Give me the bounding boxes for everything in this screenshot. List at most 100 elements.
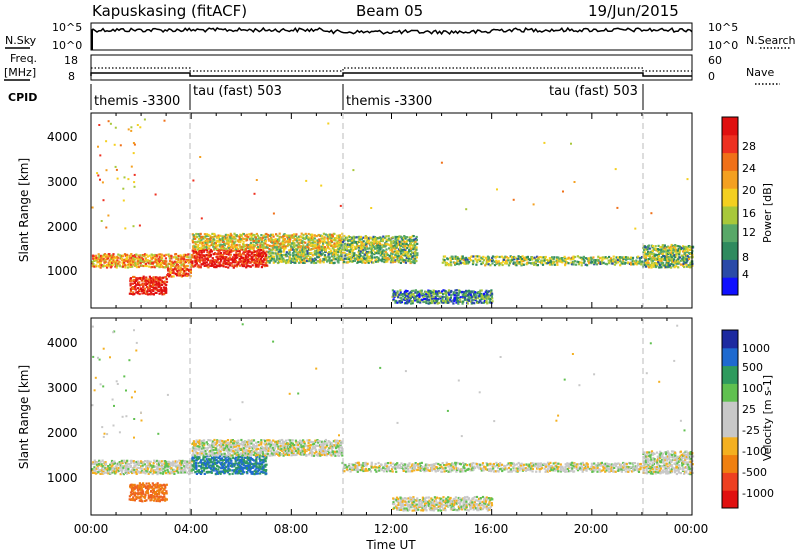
heatmap-cell [191, 265, 194, 268]
heatmap-cell [219, 234, 222, 237]
heatmap-cell [110, 257, 113, 260]
heatmap-cell [377, 250, 381, 253]
heatmap-cell [181, 471, 185, 474]
heatmap-cell [400, 293, 403, 296]
heatmap-cell [511, 259, 514, 262]
heatmap-cell [173, 256, 176, 259]
heatmap-cell [521, 257, 524, 261]
heatmap-cell [335, 237, 338, 240]
heatmap-cell [158, 261, 161, 264]
heatmap-cell [138, 484, 141, 487]
heatmap-cell [112, 257, 115, 260]
heatmap-cell [235, 466, 238, 469]
heatmap-cell [180, 466, 183, 469]
heatmap-cell [167, 275, 171, 278]
heatmap-cell [465, 256, 468, 259]
heatmap-cell [247, 253, 250, 257]
heatmap-cell [93, 259, 96, 262]
heatmap-cell [148, 287, 151, 290]
heatmap-cell [145, 499, 148, 502]
heatmap-cell [221, 237, 224, 240]
heatmap-cell [411, 289, 414, 293]
heatmap-cell [158, 486, 161, 489]
heatmap-cell [214, 246, 217, 249]
heatmap-cell [133, 185, 136, 188]
heatmap-cell [218, 466, 221, 469]
heatmap-cell [239, 238, 243, 241]
heatmap-cell [226, 470, 229, 473]
heatmap-cell [93, 471, 96, 474]
heatmap-cell [397, 261, 400, 264]
heatmap-cell [676, 249, 680, 252]
heatmap-cell [126, 472, 129, 475]
heatmap-cell [593, 259, 596, 262]
heatmap-cell [190, 463, 193, 466]
heatmap-cell [408, 249, 411, 252]
heatmap-cell [428, 293, 431, 296]
heatmap-cell [349, 255, 352, 258]
heatmap-cell [577, 263, 580, 266]
heatmap-cell [683, 259, 686, 262]
heatmap-cell [240, 255, 243, 258]
heatmap-cell [218, 461, 221, 464]
heatmap-cell [145, 285, 149, 289]
heatmap-cell [241, 245, 244, 248]
heatmap-cell [267, 238, 270, 241]
heatmap-cell [518, 262, 521, 265]
heatmap-cell [556, 263, 559, 266]
heatmap-cell [413, 261, 416, 265]
heatmap-cell [407, 257, 411, 260]
heatmap-cell [227, 453, 230, 457]
heatmap-cell [193, 264, 196, 268]
heatmap-cell [161, 290, 164, 293]
heatmap-cell [404, 237, 407, 240]
heatmap-cell [667, 249, 670, 252]
heatmap-cell [148, 293, 151, 296]
heatmap-cell [395, 300, 398, 303]
heatmap-cell [406, 244, 409, 247]
heatmap-cell [197, 253, 200, 256]
heatmap-cell [260, 266, 263, 269]
heatmap-cell [244, 467, 247, 470]
heatmap-cell [648, 266, 651, 269]
heatmap-cell [447, 289, 451, 292]
heatmap-cell [156, 495, 159, 498]
heatmap-cell [239, 472, 242, 475]
heatmap-cell [407, 252, 410, 255]
heatmap-cell [457, 292, 460, 295]
heatmap-cell [648, 255, 652, 258]
heatmap-cell [227, 448, 230, 451]
heatmap-cell [98, 265, 101, 268]
heatmap-cell [230, 234, 233, 237]
heatmap-cell [667, 246, 670, 249]
heatmap-cell [127, 469, 130, 472]
heatmap-cell [595, 263, 598, 266]
heatmap-cell [266, 246, 269, 249]
heatmap-cell [192, 442, 195, 445]
heatmap-cell [197, 462, 200, 465]
heatmap-cell [236, 468, 239, 471]
heatmap-cell [211, 461, 214, 464]
heatmap-cell [347, 256, 350, 259]
heatmap-cell [241, 463, 244, 466]
heatmap-cell [302, 259, 306, 262]
heatmap-cell [665, 252, 668, 255]
heatmap-cell [141, 471, 144, 474]
heatmap-cell [278, 257, 282, 260]
heatmap-cell [140, 465, 143, 468]
heatmap-cell [152, 495, 155, 498]
heatmap-cell [269, 244, 272, 247]
heatmap-cell [125, 468, 129, 471]
heatmap-cell [369, 244, 372, 247]
heatmap-cell [313, 257, 317, 260]
heatmap-cell [362, 255, 365, 258]
heatmap-cell [261, 470, 264, 473]
heatmap-cell [307, 248, 310, 251]
heatmap-cell [234, 468, 238, 471]
heatmap-cell [235, 456, 238, 459]
heatmap-cell [164, 499, 167, 502]
heatmap-cell [320, 184, 323, 187]
heatmap-cell [129, 265, 132, 268]
heatmap-cell [182, 256, 185, 259]
heatmap-cell [127, 468, 130, 471]
